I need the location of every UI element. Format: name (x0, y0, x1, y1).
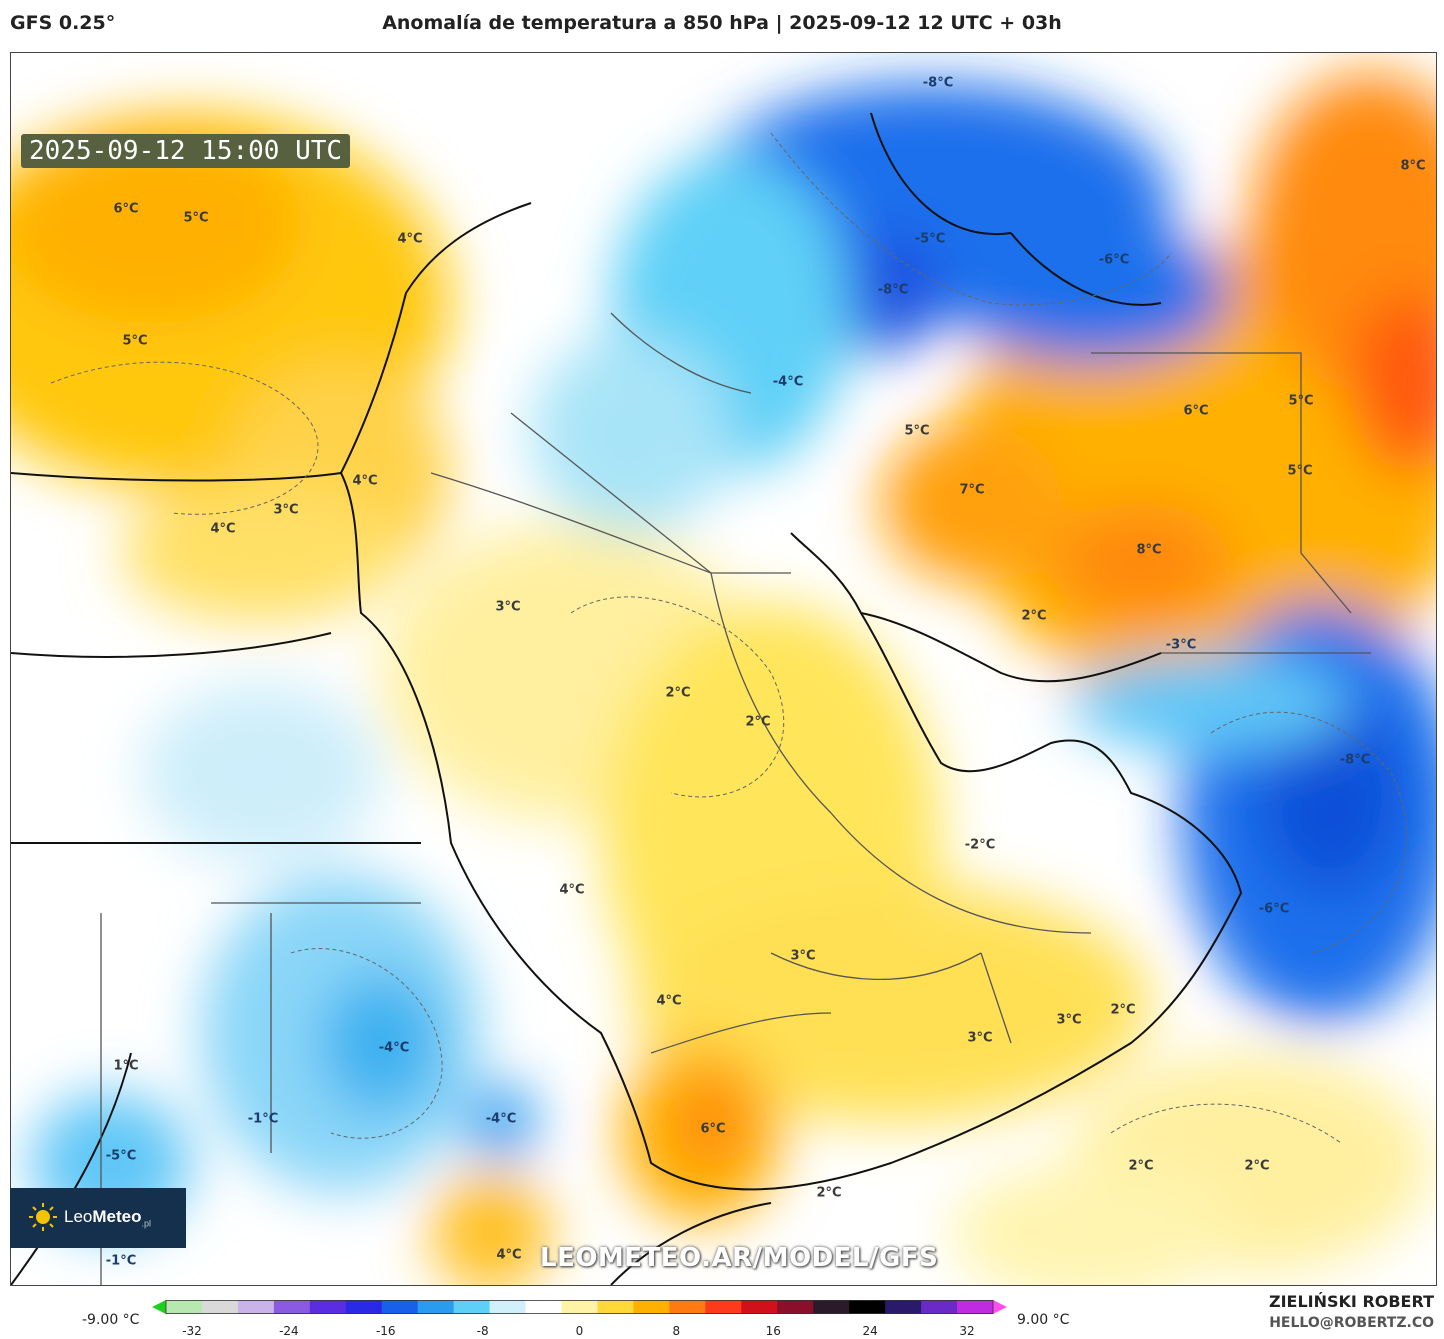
colorbar-segment (345, 1300, 383, 1314)
isolines (50, 132, 1408, 1144)
colorbar-segment (453, 1300, 491, 1314)
anomaly-label: 3°C (967, 1030, 993, 1046)
anomaly-label: 3°C (790, 948, 816, 964)
anomaly-label: 5°C (904, 423, 930, 439)
anomaly-label: 6°C (700, 1121, 726, 1137)
colorbar-segment (741, 1300, 778, 1314)
colorbar-tick-label: -32 (182, 1324, 202, 1338)
anomaly-label: 4°C (397, 231, 423, 247)
colorbar-segment (201, 1300, 239, 1314)
anomaly-label: 6°C (113, 201, 139, 217)
anomaly-label: -8°C (922, 75, 954, 91)
colorbar-extend-low (152, 1300, 166, 1314)
anomaly-label: -8°C (877, 282, 909, 298)
colorbar (152, 1300, 1007, 1314)
anomaly-label: 5°C (1287, 463, 1313, 479)
colorbar-segment (669, 1300, 706, 1314)
colorbar-segment (309, 1300, 347, 1314)
colorbar-segment (525, 1300, 563, 1314)
anomaly-label: 2°C (745, 714, 771, 730)
anomaly-label: 7°C (959, 482, 985, 498)
anomaly-label: 3°C (1056, 1012, 1082, 1028)
colorbar-segment (957, 1300, 994, 1314)
colorbar-segment (597, 1300, 634, 1314)
author-name: ZIELIŃSKI ROBERT (1268, 1292, 1434, 1311)
colorbar-segment (921, 1300, 958, 1314)
anomaly-label: -4°C (378, 1040, 410, 1056)
anomaly-label: 8°C (1400, 158, 1426, 174)
colorbar-extend-high (993, 1300, 1007, 1314)
anomaly-label: 2°C (1244, 1158, 1270, 1174)
coastlines (11, 112, 1243, 1285)
anomaly-label: 2°C (665, 685, 691, 701)
anomaly-label: 4°C (559, 882, 585, 898)
colorbar-min-label: -9.00 °C (82, 1312, 140, 1328)
anomaly-label: -6°C (1098, 252, 1130, 268)
anomaly-label: 5°C (122, 333, 148, 349)
colorbar-outline (165, 1300, 994, 1314)
anomaly-field (11, 73, 1436, 1285)
colorbar-segment (489, 1300, 527, 1314)
anomaly-label: 4°C (210, 521, 236, 537)
colorbar-tick-label: 0 (575, 1324, 584, 1338)
sun-icon (29, 1203, 57, 1231)
country-borders (100, 312, 1371, 1285)
anomaly-label: 6°C (1183, 403, 1209, 419)
anomaly-label: -1°C (247, 1111, 279, 1127)
anomaly-label: 1°C (113, 1058, 139, 1074)
colorbar-tick-label: -24 (279, 1324, 299, 1338)
anomaly-label: -4°C (772, 374, 804, 390)
anomaly-map: 2025-09-12 15:00 UTC -8°C 8°C 6°C 5°C 4°… (10, 52, 1437, 1286)
anomaly-label: 4°C (496, 1247, 522, 1263)
colorbar-tick-label: -8 (476, 1324, 489, 1338)
colorbar-segment (273, 1300, 311, 1314)
colorbar-segment (417, 1300, 455, 1314)
anomaly-label: -4°C (485, 1111, 517, 1127)
leometeo-logo: LeoMeteo.pl (10, 1188, 186, 1248)
colorbar-segment (777, 1300, 814, 1314)
watermark-url: LEOMETEO.AR/MODEL/GFS (540, 1243, 939, 1273)
colorbar-segment (381, 1300, 419, 1314)
model-name: GFS 0.25° (10, 12, 116, 34)
anomaly-label: 2°C (1110, 1002, 1136, 1018)
author-email: HELLO@ROBERTZ.CO (1269, 1315, 1434, 1331)
colorbar-segment (237, 1300, 275, 1314)
anomaly-label: 2°C (1021, 608, 1047, 624)
anomaly-label: 3°C (495, 599, 521, 615)
colorbar-tick-label: 8 (672, 1324, 681, 1338)
anomaly-label: 5°C (1288, 393, 1314, 409)
colorbar-segment (813, 1300, 850, 1314)
anomaly-label: -3°C (1165, 637, 1197, 653)
colorbar-segment (705, 1300, 742, 1314)
colorbar-tick-label: 32 (959, 1324, 975, 1338)
colorbar-tick-label: 24 (862, 1324, 878, 1338)
map-canvas (11, 53, 1436, 1285)
colorbar-segment (849, 1300, 886, 1314)
valid-time-badge: 2025-09-12 15:00 UTC (21, 134, 351, 168)
anomaly-label: -8°C (1339, 752, 1371, 768)
colorbar-tick-label: 16 (765, 1324, 781, 1338)
colorbar-max-label: 9.00 °C (1017, 1312, 1070, 1328)
anomaly-label: -6°C (1258, 901, 1290, 917)
anomaly-label: -5°C (914, 231, 946, 247)
anomaly-label: 4°C (352, 473, 378, 489)
colorbar-segment (166, 1300, 203, 1314)
anomaly-label: 4°C (656, 993, 682, 1009)
anomaly-label: 8°C (1136, 542, 1162, 558)
colorbar-segment (561, 1300, 598, 1314)
anomaly-label: -1°C (105, 1253, 137, 1269)
colorbar-tick-label: -16 (375, 1324, 396, 1338)
anomaly-label: 5°C (183, 210, 209, 226)
anomaly-label: 2°C (1128, 1158, 1154, 1174)
colorbar-segment (633, 1300, 670, 1314)
colorbar-segment (885, 1300, 922, 1314)
anomaly-label: -2°C (964, 837, 996, 853)
anomaly-label: 2°C (816, 1185, 842, 1201)
anomaly-label: 3°C (273, 502, 299, 518)
anomaly-label: -5°C (105, 1148, 137, 1164)
chart-title: Anomalía de temperatura a 850 hPa | 2025… (382, 12, 1062, 34)
logo-wordmark: LeoMeteo.pl (64, 1207, 152, 1229)
